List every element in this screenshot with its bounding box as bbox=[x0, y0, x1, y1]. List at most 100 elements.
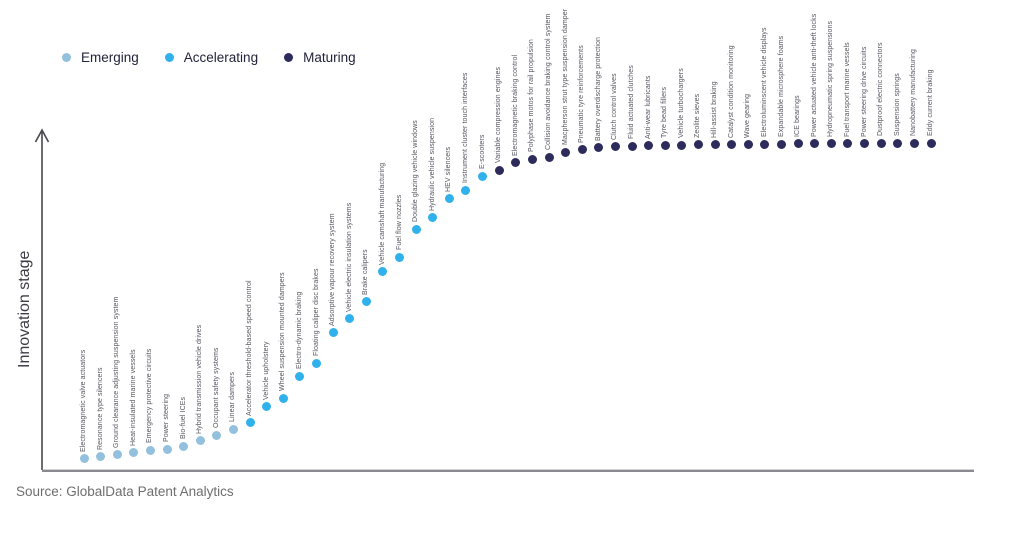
data-point bbox=[228, 424, 238, 434]
data-point bbox=[145, 445, 155, 455]
data-point bbox=[345, 314, 355, 324]
data-point-label: HEV silencers bbox=[445, 146, 453, 192]
data-point bbox=[262, 402, 272, 412]
data-point-label: Variable compression engines bbox=[495, 67, 503, 164]
data-point bbox=[544, 152, 554, 162]
data-point-label: ICE bearings bbox=[794, 95, 802, 137]
data-point-label: Instrument cluster touch interfaces bbox=[461, 72, 469, 184]
data-point bbox=[278, 393, 288, 403]
data-point bbox=[312, 358, 321, 368]
data-point bbox=[411, 224, 421, 234]
data-point-label: Ground clearance adjusting suspension sy… bbox=[113, 296, 121, 448]
data-point-label: Hydraulic vehicle suspension bbox=[428, 117, 436, 211]
source-note: Source: GlobalData Patent Analytics bbox=[16, 484, 234, 499]
data-point-label: Battery overdischarge protection bbox=[594, 36, 602, 141]
data-point bbox=[428, 213, 438, 223]
data-point-label: Suspension springs bbox=[893, 73, 901, 137]
data-point bbox=[610, 142, 620, 152]
data-point-label: E-scooters bbox=[478, 134, 486, 170]
legend-dot-accelerating-icon bbox=[164, 53, 174, 62]
data-point bbox=[926, 138, 936, 148]
data-point-label: Wave gearing bbox=[744, 93, 752, 138]
data-point bbox=[810, 139, 820, 149]
data-point-label: Electro-dynamic braking bbox=[295, 291, 303, 370]
data-point bbox=[245, 418, 255, 428]
data-point-label: Power actuated vehicle anti-theft locks bbox=[810, 13, 818, 137]
data-point bbox=[112, 450, 122, 460]
data-point-label: Polyphase motos for rail propulsion bbox=[528, 39, 536, 153]
data-point-label: Zeolite sieves bbox=[694, 93, 702, 138]
data-point bbox=[677, 140, 687, 150]
data-point-label: Floating caliper disc brakes bbox=[312, 268, 320, 357]
data-point bbox=[760, 139, 770, 149]
data-point-label: Vehicle camshaft manufacturing bbox=[378, 162, 386, 265]
data-point bbox=[843, 139, 853, 149]
data-point-label: Nanobattery manufacturing bbox=[910, 49, 918, 136]
data-point-label: Pneumatic tyre reinforcements bbox=[578, 45, 586, 143]
legend-item-emerging: Emerging bbox=[62, 50, 139, 65]
data-point bbox=[577, 145, 587, 155]
data-point-label: Hydropneumatic spring suspensions bbox=[827, 20, 835, 137]
data-point bbox=[693, 140, 703, 150]
data-point bbox=[162, 444, 172, 454]
data-point-label: Fluid actuated clutches bbox=[628, 65, 636, 140]
data-point-label: Wheel suspension mounted dampers bbox=[279, 272, 287, 392]
legend-dot-maturing-icon bbox=[284, 53, 294, 62]
legend-label-accelerating: Accelerating bbox=[183, 50, 259, 65]
data-point-label: Tyre bead fillers bbox=[661, 87, 669, 139]
legend-label-maturing: Maturing bbox=[303, 50, 356, 65]
data-point bbox=[561, 147, 571, 157]
data-point bbox=[96, 452, 106, 462]
data-point-label: Electromagnetic valve actuators bbox=[80, 349, 87, 452]
data-point-label: Linear dampers bbox=[229, 372, 237, 423]
legend-item-accelerating: Accelerating bbox=[164, 50, 259, 65]
data-point-label: Electroluminscent vehicle displays bbox=[760, 27, 768, 138]
data-point-label: Bio-fuel ICEs bbox=[179, 396, 187, 440]
data-point bbox=[511, 158, 521, 168]
data-point-label: Clutch control valves bbox=[611, 73, 619, 140]
data-point-label: Adsorptive vapour recovery system bbox=[329, 213, 337, 326]
data-point-label: Hybrid transmission vehicle drives bbox=[196, 324, 204, 434]
data-point-label: Accelerator threshold-based speed contro… bbox=[246, 280, 254, 416]
data-point bbox=[328, 328, 338, 338]
legend-dot-emerging-icon bbox=[62, 53, 71, 62]
data-point bbox=[594, 143, 604, 153]
data-point-label: Fuel flow nozzles bbox=[395, 194, 403, 251]
y-axis-arrow-icon bbox=[34, 128, 50, 143]
data-point bbox=[79, 454, 89, 464]
legend-item-maturing: Maturing bbox=[284, 50, 356, 65]
data-point bbox=[378, 267, 388, 277]
data-point bbox=[212, 430, 222, 440]
data-point-label: Vehicle electric insulation systems bbox=[345, 202, 353, 312]
data-point bbox=[395, 252, 405, 262]
data-point bbox=[777, 139, 787, 149]
data-point-label: Expandable microsphere foams bbox=[777, 36, 785, 138]
data-point-label: Emergency protective circuits bbox=[146, 348, 154, 444]
data-point-label: Heat-insulated marine vessels bbox=[129, 349, 137, 446]
data-point-label: Resonance type silencers bbox=[96, 367, 104, 450]
data-point-label: Dustproof electric connectors bbox=[877, 42, 885, 137]
data-point bbox=[909, 138, 919, 148]
data-point bbox=[478, 171, 488, 181]
data-point bbox=[727, 140, 737, 150]
data-point bbox=[179, 441, 189, 451]
data-point-label: Catalyst condition monitoring bbox=[727, 44, 735, 138]
data-point-label: Macpherson strut type suspension damper bbox=[561, 8, 569, 146]
data-point bbox=[826, 139, 836, 149]
data-point-label: Collision avoidance braking control syst… bbox=[545, 13, 553, 151]
data-point bbox=[893, 138, 903, 148]
data-point bbox=[444, 194, 454, 204]
data-point bbox=[295, 371, 305, 381]
data-point-label: Power steering bbox=[163, 393, 171, 443]
data-point-label: Double glazing vehicle windows bbox=[412, 120, 420, 222]
data-point bbox=[461, 185, 471, 195]
data-point-label: Brake calipers bbox=[362, 249, 370, 295]
data-point bbox=[793, 139, 803, 149]
data-point-label: Fuel transport marine vessels bbox=[843, 41, 851, 137]
data-point-label: Anti-wear lubricants bbox=[644, 75, 652, 139]
data-point bbox=[494, 165, 504, 175]
data-point bbox=[660, 140, 670, 150]
legend-label-emerging: Emerging bbox=[81, 50, 139, 65]
